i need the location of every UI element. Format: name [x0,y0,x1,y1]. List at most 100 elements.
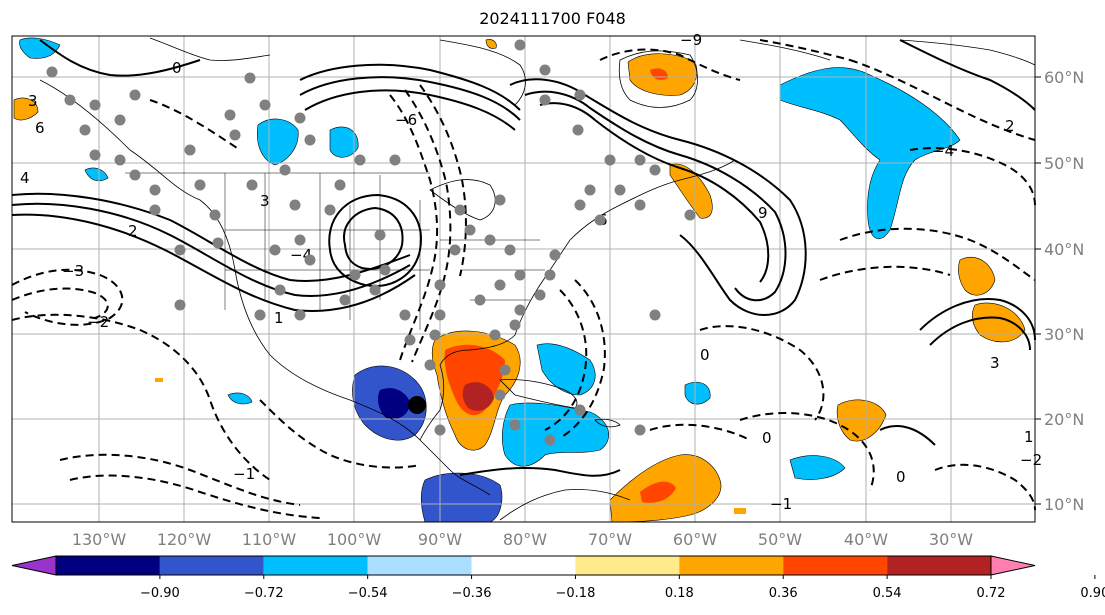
station-marker [114,154,126,166]
colorbar-label: 0.72 [977,586,1006,601]
station-marker [574,404,586,416]
lon-label-130w: 130°W [72,530,127,549]
shade-patch [684,381,711,405]
station-marker [572,124,584,136]
station-marker [244,72,256,84]
station-marker [304,254,316,266]
station-marker [129,89,141,101]
shade-patch [462,382,494,411]
lon-label-80w: 80°W [503,530,547,549]
station-marker [259,99,271,111]
station-marker [269,244,281,256]
station-marker [574,89,586,101]
colorbar-segment [679,556,784,575]
station-marker [246,179,258,191]
station-marker [354,154,366,166]
map-title: 2024111700 F048 [479,9,626,28]
station-marker [449,244,461,256]
lon-label-70w: 70°W [588,530,632,549]
station-marker [434,424,446,436]
station-marker [79,124,91,136]
contour-label: 9 [758,204,768,222]
lon-label-50w: 50°W [758,530,802,549]
station-marker [174,244,186,256]
station-marker [369,284,381,296]
station-marker [149,184,161,196]
station-marker [509,419,521,431]
colorbar-label: −0.54 [348,586,388,601]
station-marker [224,109,236,121]
lat-label-20n: 20°N [1044,410,1084,429]
station-marker [504,244,516,256]
contour-label: 2 [1005,117,1015,135]
station-marker [389,154,401,166]
shade-patch [640,481,676,503]
station-markers [46,39,696,446]
colorbar-segment [367,556,472,575]
lat-label-60n: 60°N [1044,68,1084,87]
station-marker [89,149,101,161]
colorbar-segment [783,556,888,575]
contour-label: −4 [932,142,954,160]
station-marker [494,194,506,206]
contour-label: −9 [680,31,702,49]
contour-label: −2 [87,313,109,331]
colorbar-extend-low [11,555,57,576]
contour-label: 1 [274,309,284,327]
shade-patch [669,163,713,219]
station-marker [484,234,496,246]
station-marker [614,184,626,196]
station-marker [379,264,391,276]
station-marker [114,114,126,126]
contour-label: −1 [770,495,792,513]
station-marker [634,154,646,166]
colorbar-extend-high [990,555,1036,576]
station-marker [404,334,416,346]
colorbar-segment [887,556,991,575]
shade-patch [378,388,410,420]
lon-axis: 130°W 120°W 110°W 100°W 90°W 80°W 70°W 6… [72,530,973,549]
station-marker [544,269,556,281]
lat-label-40n: 40°N [1044,240,1084,259]
station-marker [549,249,561,261]
station-marker [489,329,501,341]
station-marker [294,112,306,124]
station-marker [64,94,76,106]
contour-labels: 0 3 6 −3 −6 −1 −2 1 2 4 −4 6 9 −9 0 −1 0… [20,31,1042,513]
colorbar-label: −0.72 [244,586,284,601]
colorbar-label: −0.18 [556,586,596,601]
station-marker [534,289,546,301]
station-marker [494,279,506,291]
station-marker [539,64,551,76]
station-marker [494,389,506,401]
station-marker [229,129,241,141]
contour-label: 4 [20,169,30,187]
station-marker [349,269,361,281]
station-marker [429,329,441,341]
lon-label-40w: 40°W [844,530,888,549]
lon-label-30w: 30°W [929,530,973,549]
colorbar-label: −0.36 [452,586,492,601]
station-marker [184,144,196,156]
shade-patch [420,472,503,523]
station-marker [649,164,661,176]
coastlines [39,37,1036,521]
station-marker [604,154,616,166]
station-marker [514,39,526,51]
contour-label: 0 [172,59,182,77]
shade-patch [734,508,746,514]
station-marker [434,279,446,291]
colorbar-frame [55,555,992,576]
station-marker [454,204,466,216]
station-marker [594,214,606,226]
lat-label-30n: 30°N [1044,325,1084,344]
contour-label: 2 [128,222,138,240]
station-marker [209,209,221,221]
station-marker [212,237,224,249]
station-marker [324,204,336,216]
colorbar-segment [159,556,264,575]
lon-label-110w: 110°W [242,530,297,549]
station-marker [294,234,306,246]
station-marker [499,364,511,376]
